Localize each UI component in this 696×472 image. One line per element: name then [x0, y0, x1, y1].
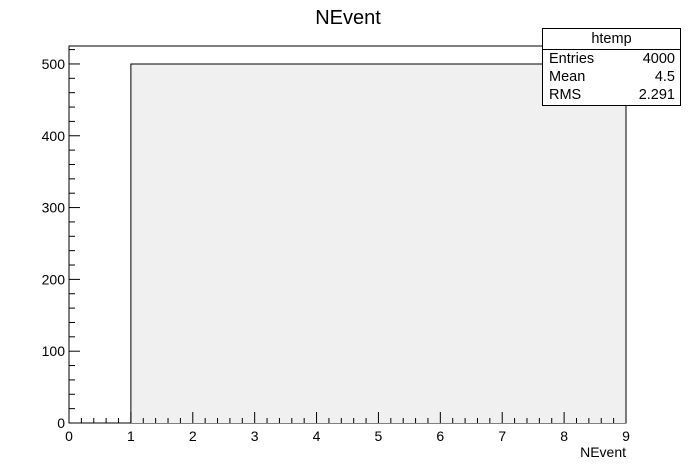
stats-label: Mean	[549, 69, 586, 85]
x-tick-label: 3	[251, 428, 259, 444]
x-tick-label: 8	[560, 428, 568, 444]
stats-row-rms: RMS 2.291	[543, 86, 680, 104]
x-axis: 0 1 2 3 4 5 6 7 8 9	[65, 412, 630, 444]
stats-value: 4000	[642, 51, 675, 67]
stats-value: 4.5	[654, 69, 675, 85]
histogram-bin-0	[130, 63, 626, 423]
stats-label: Entries	[549, 51, 595, 67]
x-tick-label: 6	[436, 428, 444, 444]
stats-box-title: htemp	[543, 29, 680, 50]
x-tick-label: 0	[65, 428, 73, 444]
y-tick-label: 300	[42, 200, 66, 216]
histogram-outline-0	[130, 63, 627, 423]
x-tick-label: 1	[127, 428, 135, 444]
stats-row-mean: Mean 4.5	[543, 68, 680, 86]
y-axis: 0 100 200 300 400 500	[42, 49, 80, 431]
chart-title: NEvent	[315, 7, 381, 29]
stats-label: RMS	[549, 87, 582, 103]
x-tick-label: 5	[375, 428, 383, 444]
x-tick-label: 9	[622, 428, 630, 444]
x-tick-label: 7	[498, 428, 506, 444]
stats-box: htemp Entries 4000 Mean 4.5 RMS 2.291	[542, 28, 681, 106]
bars-group	[130, 63, 627, 423]
stats-row-entries: Entries 4000	[543, 50, 680, 68]
x-tick-label: 4	[313, 428, 321, 444]
stats-value: 2.291	[638, 87, 675, 103]
y-tick-label: 100	[42, 343, 66, 359]
x-tick-label: 2	[189, 428, 197, 444]
x-axis-label: NEvent	[580, 444, 626, 460]
y-tick-label: 500	[42, 56, 66, 72]
y-tick-label: 200	[42, 271, 66, 287]
y-tick-label: 0	[57, 415, 65, 431]
y-tick-label: 400	[42, 128, 66, 144]
